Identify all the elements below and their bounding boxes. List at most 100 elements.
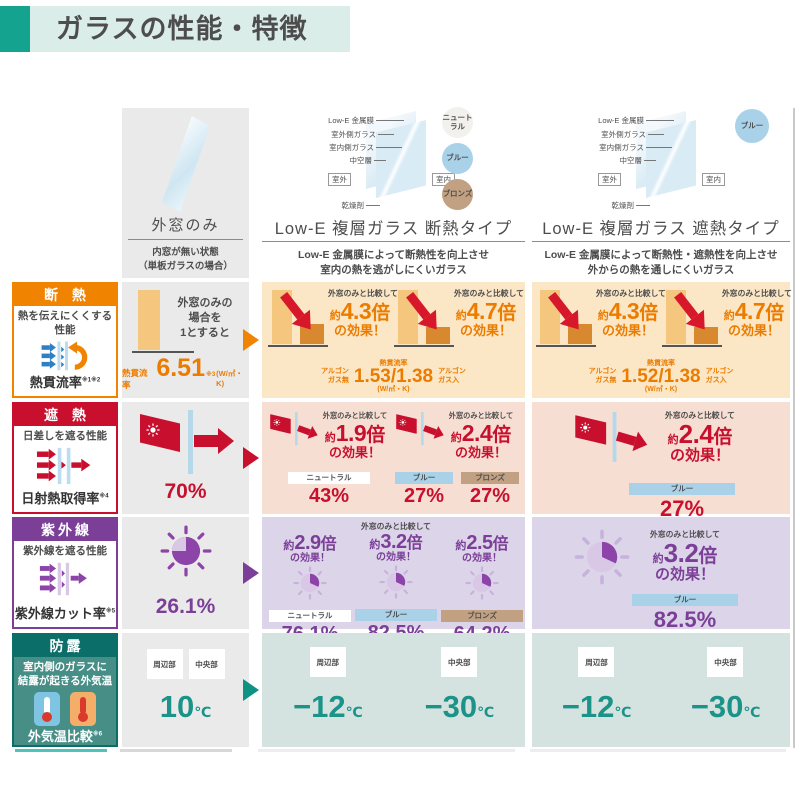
glass-pane-icon bbox=[421, 412, 424, 446]
uv-pie-sun-icon bbox=[293, 565, 327, 600]
inside-label-box: 室内 bbox=[702, 173, 725, 186]
swatch-blue: ブルー bbox=[735, 109, 769, 143]
divider bbox=[128, 239, 243, 240]
desc-line2: 結露が起きる外気温 bbox=[17, 674, 113, 687]
effect-label: の効果！ bbox=[669, 447, 730, 465]
times: 倍 bbox=[492, 424, 512, 446]
label-line: アルゴン bbox=[588, 367, 617, 375]
insulation-metric-label: 熱貫流率※1※2 bbox=[30, 372, 100, 391]
desc-line1: 室内側のガラスに bbox=[23, 661, 107, 673]
diagram-label-text: 室内側ガラス bbox=[599, 143, 644, 152]
shading-side-card: 遮熱 日差しを遮る性能 日射熱取得率※4 bbox=[12, 402, 118, 514]
u-values: 1.53/1.38 bbox=[353, 366, 434, 387]
times: 倍 bbox=[713, 427, 733, 449]
label-line: ガス入 bbox=[705, 376, 727, 384]
right-arrow-icon bbox=[243, 679, 259, 701]
arrow-icon bbox=[296, 422, 321, 442]
sun-icon bbox=[146, 423, 160, 437]
center-temp-group: 中央部 −30℃ bbox=[424, 647, 494, 722]
shading-desc: 日差しを遮る性能 bbox=[23, 430, 107, 442]
outside-label-box: 室外 bbox=[598, 173, 621, 186]
diagram-label-lowe: Low-E 金属膜 bbox=[276, 115, 404, 126]
about: 約 bbox=[283, 540, 295, 552]
condensation-desc: 室内側のガラスに 結露が起きる外気温 bbox=[18, 661, 112, 688]
comparison-group: 外窓のみと比較して 約1.9倍 の効果！ ニュートラル 43% bbox=[268, 412, 390, 508]
compare-note: 外窓のみと比較して bbox=[722, 289, 792, 298]
diagram-label-outer-glass: 室外側ガラス bbox=[276, 129, 394, 140]
uv-desc: 紫外線を遮る性能 bbox=[23, 545, 107, 557]
diagram-label-text: Low-E 金属膜 bbox=[328, 116, 374, 125]
effect-label: の効果！ bbox=[727, 323, 780, 339]
about: 約 bbox=[597, 310, 609, 323]
baseline-caption-line2: （単板ガラスの場合） bbox=[138, 260, 233, 272]
about: 約 bbox=[329, 310, 341, 323]
blue-badge: ブルー bbox=[629, 483, 735, 495]
bar-chart bbox=[268, 288, 328, 352]
swatch-neutral: ニュートラル bbox=[442, 107, 473, 138]
times: 倍 bbox=[698, 546, 718, 568]
label-line: アルゴン bbox=[321, 367, 349, 375]
argon-without-label: アルゴン ガス無 bbox=[589, 368, 617, 386]
page-edge-line bbox=[793, 108, 795, 748]
condensation-baseline-cell: 周辺部 中央部 10℃ bbox=[122, 633, 249, 747]
sun-block-icon bbox=[36, 447, 91, 484]
multiplier-value: 2.5 bbox=[466, 532, 493, 554]
multiplier-value: 2.4 bbox=[461, 419, 493, 446]
baseline-u-value: 熱貫流率 6.51 ※3 (W/㎡・K) bbox=[122, 356, 249, 391]
edge-temperature: −12℃ bbox=[293, 691, 363, 722]
multiplier-value: 3.2 bbox=[663, 538, 699, 569]
blue-badge: ブルー bbox=[395, 472, 453, 485]
compare-note: 外窓のみと比較して bbox=[448, 411, 514, 420]
sun-arrow-icon bbox=[394, 412, 447, 448]
effect-label: の効果！ bbox=[376, 552, 416, 564]
edge-temp-group: 周辺部 −12℃ bbox=[561, 647, 632, 724]
cold-thermometer-icon bbox=[34, 692, 60, 727]
label-line: ガス無 bbox=[595, 376, 617, 384]
page-title: ガラスの性能・特徴 bbox=[56, 14, 308, 44]
times: 倍 bbox=[366, 424, 386, 446]
metric-text: 外気温比較 bbox=[27, 729, 93, 745]
multiplier-block: 外窓のみと比較して 約1.9倍 の効果！ bbox=[320, 412, 390, 459]
temperature-unit: ℃ bbox=[614, 704, 632, 720]
multiplier-block: 外窓のみと比較して 約4.3倍 の効果！ bbox=[328, 288, 398, 352]
bar-baseline bbox=[132, 351, 194, 353]
blue-badge: ブルー bbox=[355, 608, 437, 621]
thermometer-icons bbox=[34, 692, 96, 727]
compare-note: 外窓のみと比較して bbox=[322, 411, 388, 420]
arrow-icon bbox=[422, 422, 447, 442]
effect-label: の効果！ bbox=[328, 444, 381, 460]
uv-row-header: 紫外線 bbox=[14, 519, 116, 541]
times: 倍 bbox=[765, 303, 785, 325]
multiplier-block: 外窓のみと比較して 約3.2倍 の効果！ bbox=[630, 530, 740, 583]
times: 倍 bbox=[639, 303, 659, 325]
uv-pie-sun-icon bbox=[465, 565, 499, 600]
center-temperature: −30℃ bbox=[691, 691, 761, 722]
blue-badge: ブルー bbox=[632, 594, 738, 606]
sun-arrow-icon bbox=[268, 412, 321, 448]
neutral-value: 43% bbox=[308, 485, 350, 508]
multiplier-block: 約2.9倍 の効果！ bbox=[268, 533, 352, 565]
uv-block-icon bbox=[39, 562, 87, 595]
argon-with-label: アルゴン ガス入 bbox=[706, 368, 734, 386]
baseline-bar bbox=[138, 290, 160, 350]
comparison-group: 外窓のみと比較して 約4.7倍 の効果！ bbox=[662, 288, 792, 352]
uv-pie-sun-icon bbox=[379, 565, 413, 599]
improved-bar bbox=[694, 327, 718, 344]
shading-dannetsu-cell: 外窓のみと比較して 約1.9倍 の効果！ ニュートラル 43% bbox=[262, 402, 525, 514]
insulation-side-card: 断熱 熱を伝えにくくする性能 熱貫流率※1※2 bbox=[12, 282, 118, 398]
temperature-value: −12 bbox=[561, 689, 615, 724]
multiplier-value: 4.7 bbox=[734, 298, 766, 325]
decrease-arrow-icon bbox=[406, 292, 437, 330]
effect-label: の効果！ bbox=[290, 553, 330, 564]
label-line: アルゴン bbox=[438, 367, 466, 375]
bar-baseline bbox=[536, 345, 596, 347]
multiplier-block: 約2.5倍 の効果！ bbox=[440, 533, 524, 565]
times: 倍 bbox=[406, 535, 423, 553]
about: 約 bbox=[652, 553, 664, 566]
heat-flow-icon bbox=[41, 341, 88, 371]
baseline-caption-line1: 内窓が無い状態 bbox=[152, 247, 219, 258]
diagram-label-text: 乾燥剤 bbox=[341, 201, 365, 210]
center-badge: 中央部 bbox=[441, 647, 478, 677]
insulation-column-title: Low-E 複層ガラス 断熱タイプ bbox=[274, 220, 513, 238]
